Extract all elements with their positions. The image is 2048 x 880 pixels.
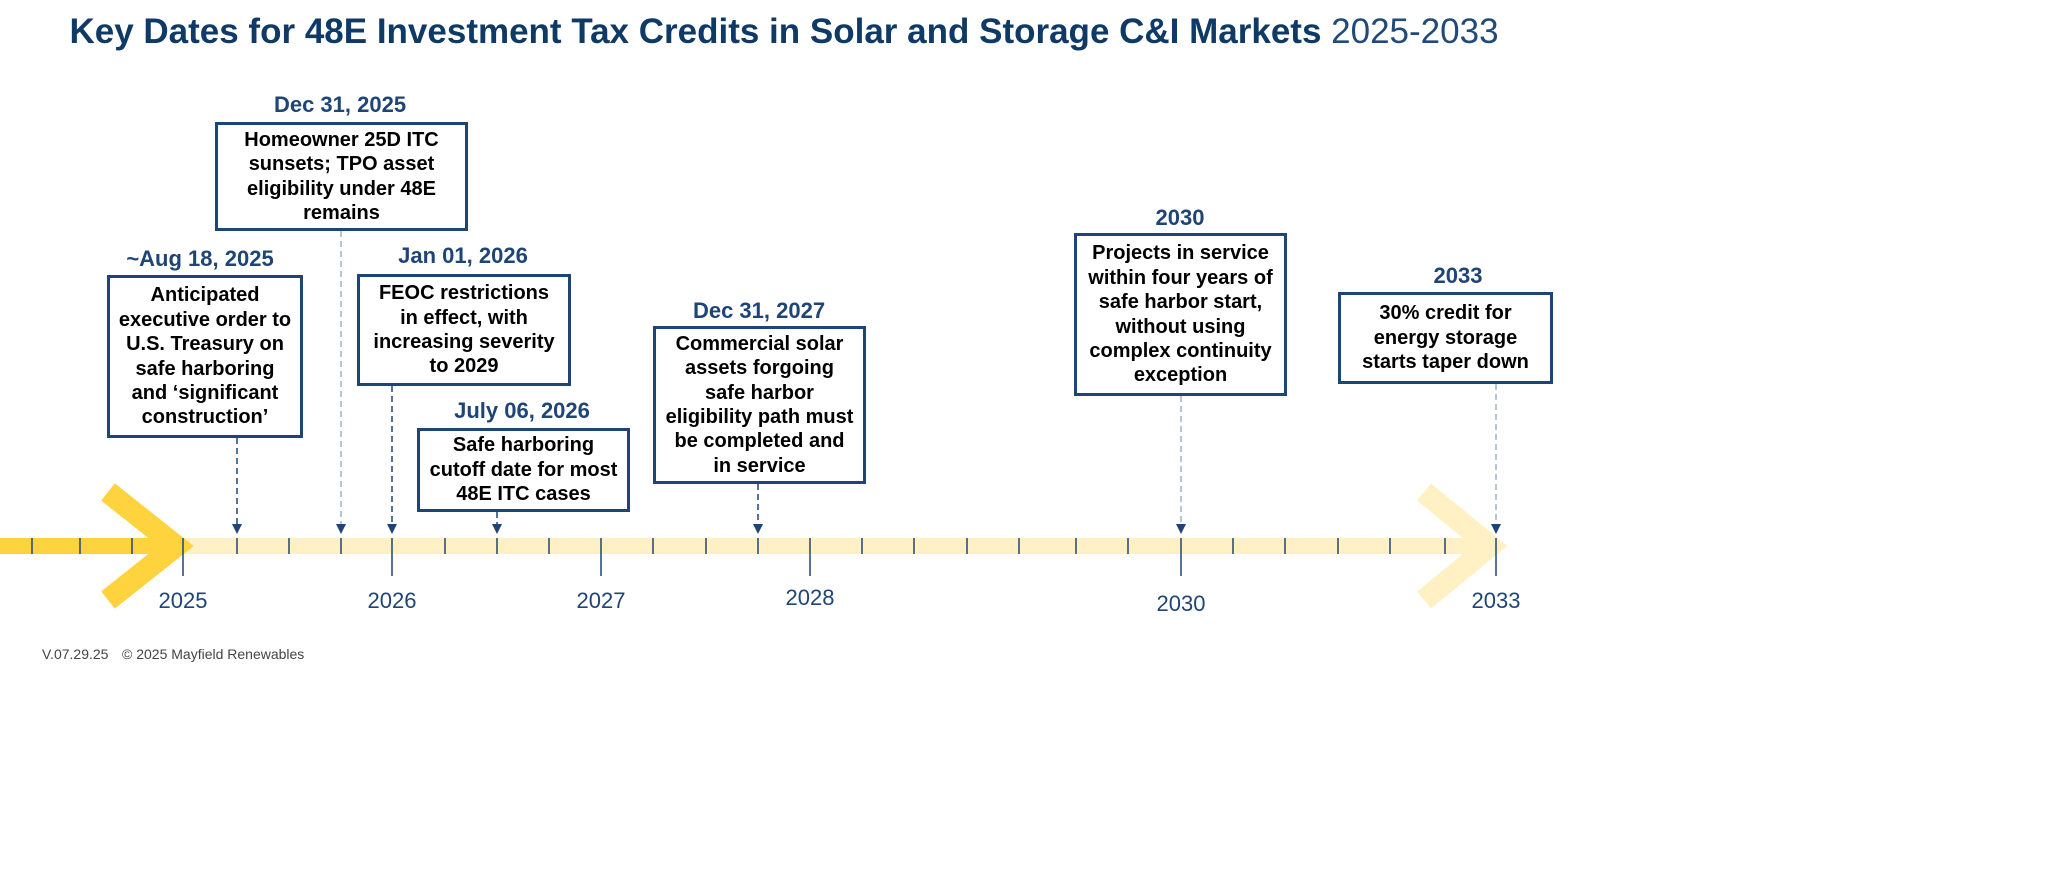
event-box: Commercial solar assets forgoing safe ha… bbox=[653, 326, 866, 484]
event-date: July 06, 2026 bbox=[454, 398, 590, 423]
ticks bbox=[31, 538, 1497, 576]
year-label: 2030 bbox=[1156, 591, 1206, 616]
event-box: 30% credit for energy storage starts tap… bbox=[1338, 292, 1553, 384]
year-label: 2033 bbox=[1471, 588, 1521, 613]
arrow-down-icon bbox=[387, 524, 397, 534]
year-label: 2027 bbox=[576, 588, 626, 613]
copyright-label: © 2025 Mayfield Renewables bbox=[122, 646, 305, 662]
event-box: Anticipated executive order to U.S. Trea… bbox=[107, 275, 303, 438]
event-date: Jan 01, 2026 bbox=[398, 243, 528, 268]
arrow-down-icon bbox=[1176, 524, 1186, 534]
event-date: Dec 31, 2027 bbox=[692, 298, 826, 323]
timeline-band-past bbox=[0, 538, 182, 554]
event-box: FEOC restrictions in effect, with increa… bbox=[357, 274, 571, 386]
event-date: 2033 bbox=[1433, 263, 1483, 288]
arrow-down-icon bbox=[336, 524, 346, 534]
arrow-down-icon bbox=[492, 524, 502, 534]
event-box: Homeowner 25D ITC sunsets; TPO asset eli… bbox=[215, 122, 468, 231]
year-label: 2025 bbox=[158, 588, 208, 613]
year-label: 2028 bbox=[785, 585, 835, 610]
year-label: 2026 bbox=[367, 588, 417, 613]
timeline-band-future bbox=[180, 538, 1495, 554]
title-main: Key Dates for 48E Investment Tax Credits… bbox=[69, 12, 1322, 51]
page-title: Key Dates for 48E Investment Tax Credits… bbox=[0, 12, 1568, 52]
connectors bbox=[232, 231, 1501, 534]
arrow-down-icon bbox=[1491, 524, 1501, 534]
chevron-right-icon-future bbox=[1417, 483, 1508, 609]
arrow-down-icon bbox=[753, 524, 763, 534]
event-box: Safe harboring cutoff date for most 48E … bbox=[417, 428, 630, 512]
event-date: ~Aug 18, 2025 bbox=[126, 246, 274, 271]
event-date: 2030 bbox=[1155, 205, 1205, 230]
title-years: 2025-2033 bbox=[1331, 12, 1499, 51]
event-date: Dec 31, 2025 bbox=[273, 92, 407, 117]
arrow-down-icon bbox=[232, 524, 242, 534]
version-label: V.07.29.25 bbox=[42, 646, 109, 662]
chevron-right-icon bbox=[101, 483, 194, 609]
event-box: Projects in service within four years of… bbox=[1074, 233, 1287, 396]
